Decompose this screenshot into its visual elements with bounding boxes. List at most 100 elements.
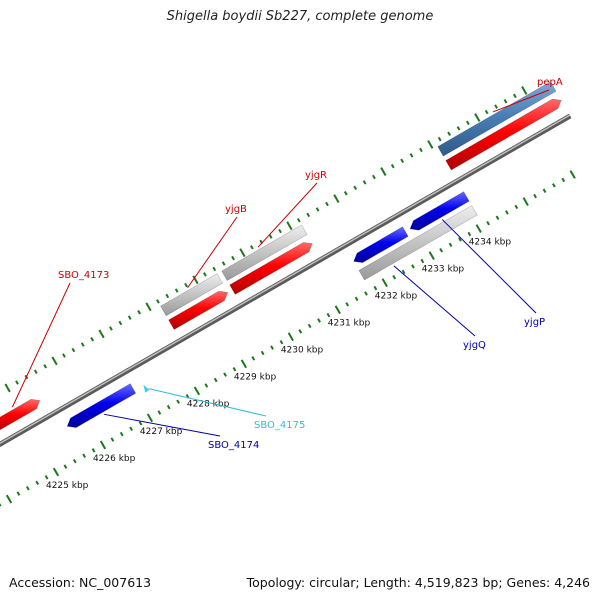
lower-tick-row [0, 170, 576, 507]
minor-tick [298, 329, 303, 334]
gene-arrow-yjgb[interactable] [168, 290, 229, 330]
minor-tick [484, 109, 489, 115]
minor-tick [486, 220, 490, 226]
gene-label[interactable]: yjgP [524, 317, 545, 328]
feature-grey-yjgr[interactable] [221, 224, 308, 281]
genome-backbone [0, 113, 572, 448]
minor-tick [249, 245, 254, 250]
feature-grey-yjgb[interactable] [160, 273, 223, 317]
label-leader-line [257, 182, 318, 248]
gene-arrow-pepa-red[interactable] [445, 98, 562, 171]
gene-arrow-yjgq[interactable] [353, 226, 409, 263]
minor-tick [400, 158, 405, 163]
gene-label[interactable]: yjgQ [463, 340, 486, 351]
tick-label: 4227 kbp [140, 427, 183, 437]
backbone-highlight [0, 114, 571, 445]
minor-tick [372, 174, 376, 180]
feature-steel-pepa[interactable] [437, 81, 557, 157]
gene-arrow-sbo-4173[interactable] [0, 398, 41, 432]
minor-tick [231, 255, 235, 261]
minor-tick [127, 315, 132, 320]
minor-tick [156, 299, 160, 304]
minor-tick [505, 210, 509, 215]
minor-tick [315, 207, 320, 212]
minor-tick [251, 356, 256, 361]
minor-tick [270, 345, 274, 350]
minor-tick [203, 272, 207, 277]
gene-label[interactable]: yjgB [225, 204, 247, 215]
minor-tick [157, 410, 162, 415]
minor-tick [552, 183, 556, 188]
minor-tick [44, 475, 49, 480]
genome-summary-text: Topology: circular; Length: 4,519,823 bp… [246, 575, 590, 590]
minor-tick [456, 126, 461, 131]
minor-tick [118, 320, 123, 326]
minor-tick [221, 261, 226, 266]
gene-arrow-sbo-4175[interactable] [143, 384, 150, 393]
minor-tick [138, 421, 143, 426]
label-leader-line [187, 216, 238, 289]
major-tick [146, 413, 154, 423]
minor-tick [33, 369, 38, 374]
minor-tick [82, 453, 87, 459]
minor-tick [109, 326, 113, 331]
major-tick [286, 221, 293, 231]
minor-tick [411, 264, 415, 269]
minor-tick [110, 437, 115, 442]
minor-tick [137, 309, 141, 315]
minor-tick [345, 302, 350, 307]
minor-tick [80, 342, 85, 347]
minor-tick [439, 247, 444, 253]
tick-label: 4225 kbp [46, 481, 89, 491]
minor-tick [326, 312, 331, 318]
tick-label: 4232 kbp [375, 292, 418, 302]
feature-grey-yjgqp[interactable] [358, 205, 478, 281]
minor-tick [35, 480, 40, 486]
upper-tick-row [0, 86, 528, 395]
major-tick [5, 494, 13, 504]
minor-tick [373, 285, 378, 291]
minor-tick [561, 177, 566, 183]
minor-tick [503, 99, 508, 104]
label-leader-line [11, 282, 71, 408]
map-title: Shigella boydii Sb227, complete genome [166, 9, 434, 24]
gene-arrow-yjgp[interactable] [409, 191, 470, 231]
gene-arrow-yjgr[interactable] [229, 242, 313, 295]
gene-arrow-sbo-4174[interactable] [66, 383, 137, 428]
minor-tick [317, 318, 321, 323]
tick-label: 4230 kbp [281, 346, 324, 356]
minor-tick [278, 228, 282, 234]
minor-tick [447, 131, 451, 136]
major-tick [475, 224, 482, 233]
minor-tick [390, 163, 395, 169]
minor-tick [392, 275, 397, 280]
gene-label[interactable]: pepA [537, 77, 563, 88]
minor-tick [204, 383, 209, 388]
minor-tick [325, 201, 329, 207]
major-tick [52, 467, 60, 477]
minor-tick [25, 485, 30, 491]
minor-tick [176, 399, 180, 404]
gene-label[interactable]: SBO_4174 [208, 440, 259, 451]
tick-label: 4229 kbp [234, 373, 277, 383]
minor-tick [343, 190, 348, 196]
gene-label[interactable]: yjgR [305, 170, 327, 181]
minor-tick [542, 188, 547, 193]
minor-tick [15, 380, 19, 385]
minor-tick [279, 339, 284, 345]
major-tick [4, 383, 11, 393]
gene-label[interactable]: SBO_4173 [58, 270, 109, 281]
gene-label[interactable]: SBO_4175 [254, 420, 305, 431]
minor-tick [466, 120, 470, 126]
major-tick [192, 275, 199, 285]
major-tick [427, 140, 434, 149]
tick-label: 4231 kbp [328, 319, 371, 329]
minor-tick [260, 350, 265, 356]
major-tick [474, 113, 481, 122]
minor-tick [514, 204, 519, 210]
minor-tick [354, 296, 359, 302]
minor-tick [513, 93, 517, 99]
accession-text: Accession: NC_007613 [9, 575, 152, 590]
minor-tick [72, 458, 77, 464]
